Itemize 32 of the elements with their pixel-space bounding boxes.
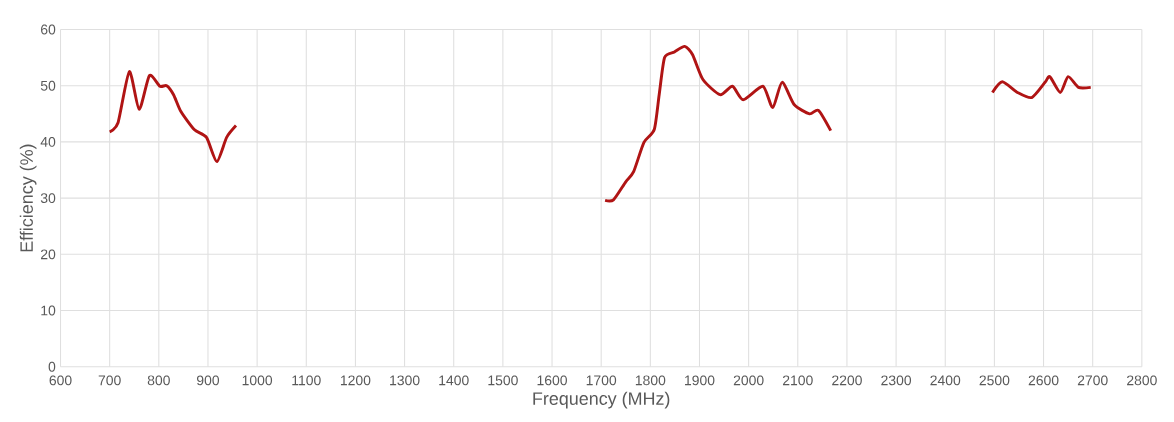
x-tick-label: 1000 [242,375,273,386]
x-tick-label: 2300 [881,375,912,386]
x-tick-label: 900 [196,375,220,386]
x-tick-label: 2600 [1028,375,1059,386]
x-tick-label: 2100 [782,375,813,386]
y-tick-label: 10 [41,305,56,316]
x-tick-label: 2400 [930,375,961,386]
y-tick-label: 20 [41,249,56,260]
y-tick-label: 50 [40,80,56,91]
x-tick-label: 600 [49,375,72,386]
y-tick-label: 40 [40,137,56,148]
y-axis-title: Efficiency (%) [19,144,37,252]
x-tick-label: 2500 [979,375,1010,386]
x-tick-label: 1300 [390,375,420,386]
x-tick-label: 1200 [340,375,371,386]
x-tick-label: 2800 [1127,375,1157,386]
x-tick-label: 1700 [586,375,617,386]
x-tick-label: 2000 [733,375,764,386]
x-tick-label: 1500 [488,375,518,386]
x-tick-label: 1400 [439,375,469,386]
y-tick-label: 60 [41,24,56,35]
x-tick-label: 1900 [685,375,715,386]
y-tick-label: 30 [40,193,56,204]
y-tick-label: 0 [48,362,56,372]
x-tick-label: 1800 [635,375,666,386]
x-tick-label: 2700 [1077,375,1108,386]
x-axis-title: Frequency (MHz) [533,391,670,409]
x-tick-label: 1600 [537,375,567,386]
x-tick-label: 800 [147,375,170,386]
x-tick-label: 1100 [292,375,321,386]
x-tick-label: 2200 [832,375,862,386]
x-tick-label: 700 [98,375,121,386]
